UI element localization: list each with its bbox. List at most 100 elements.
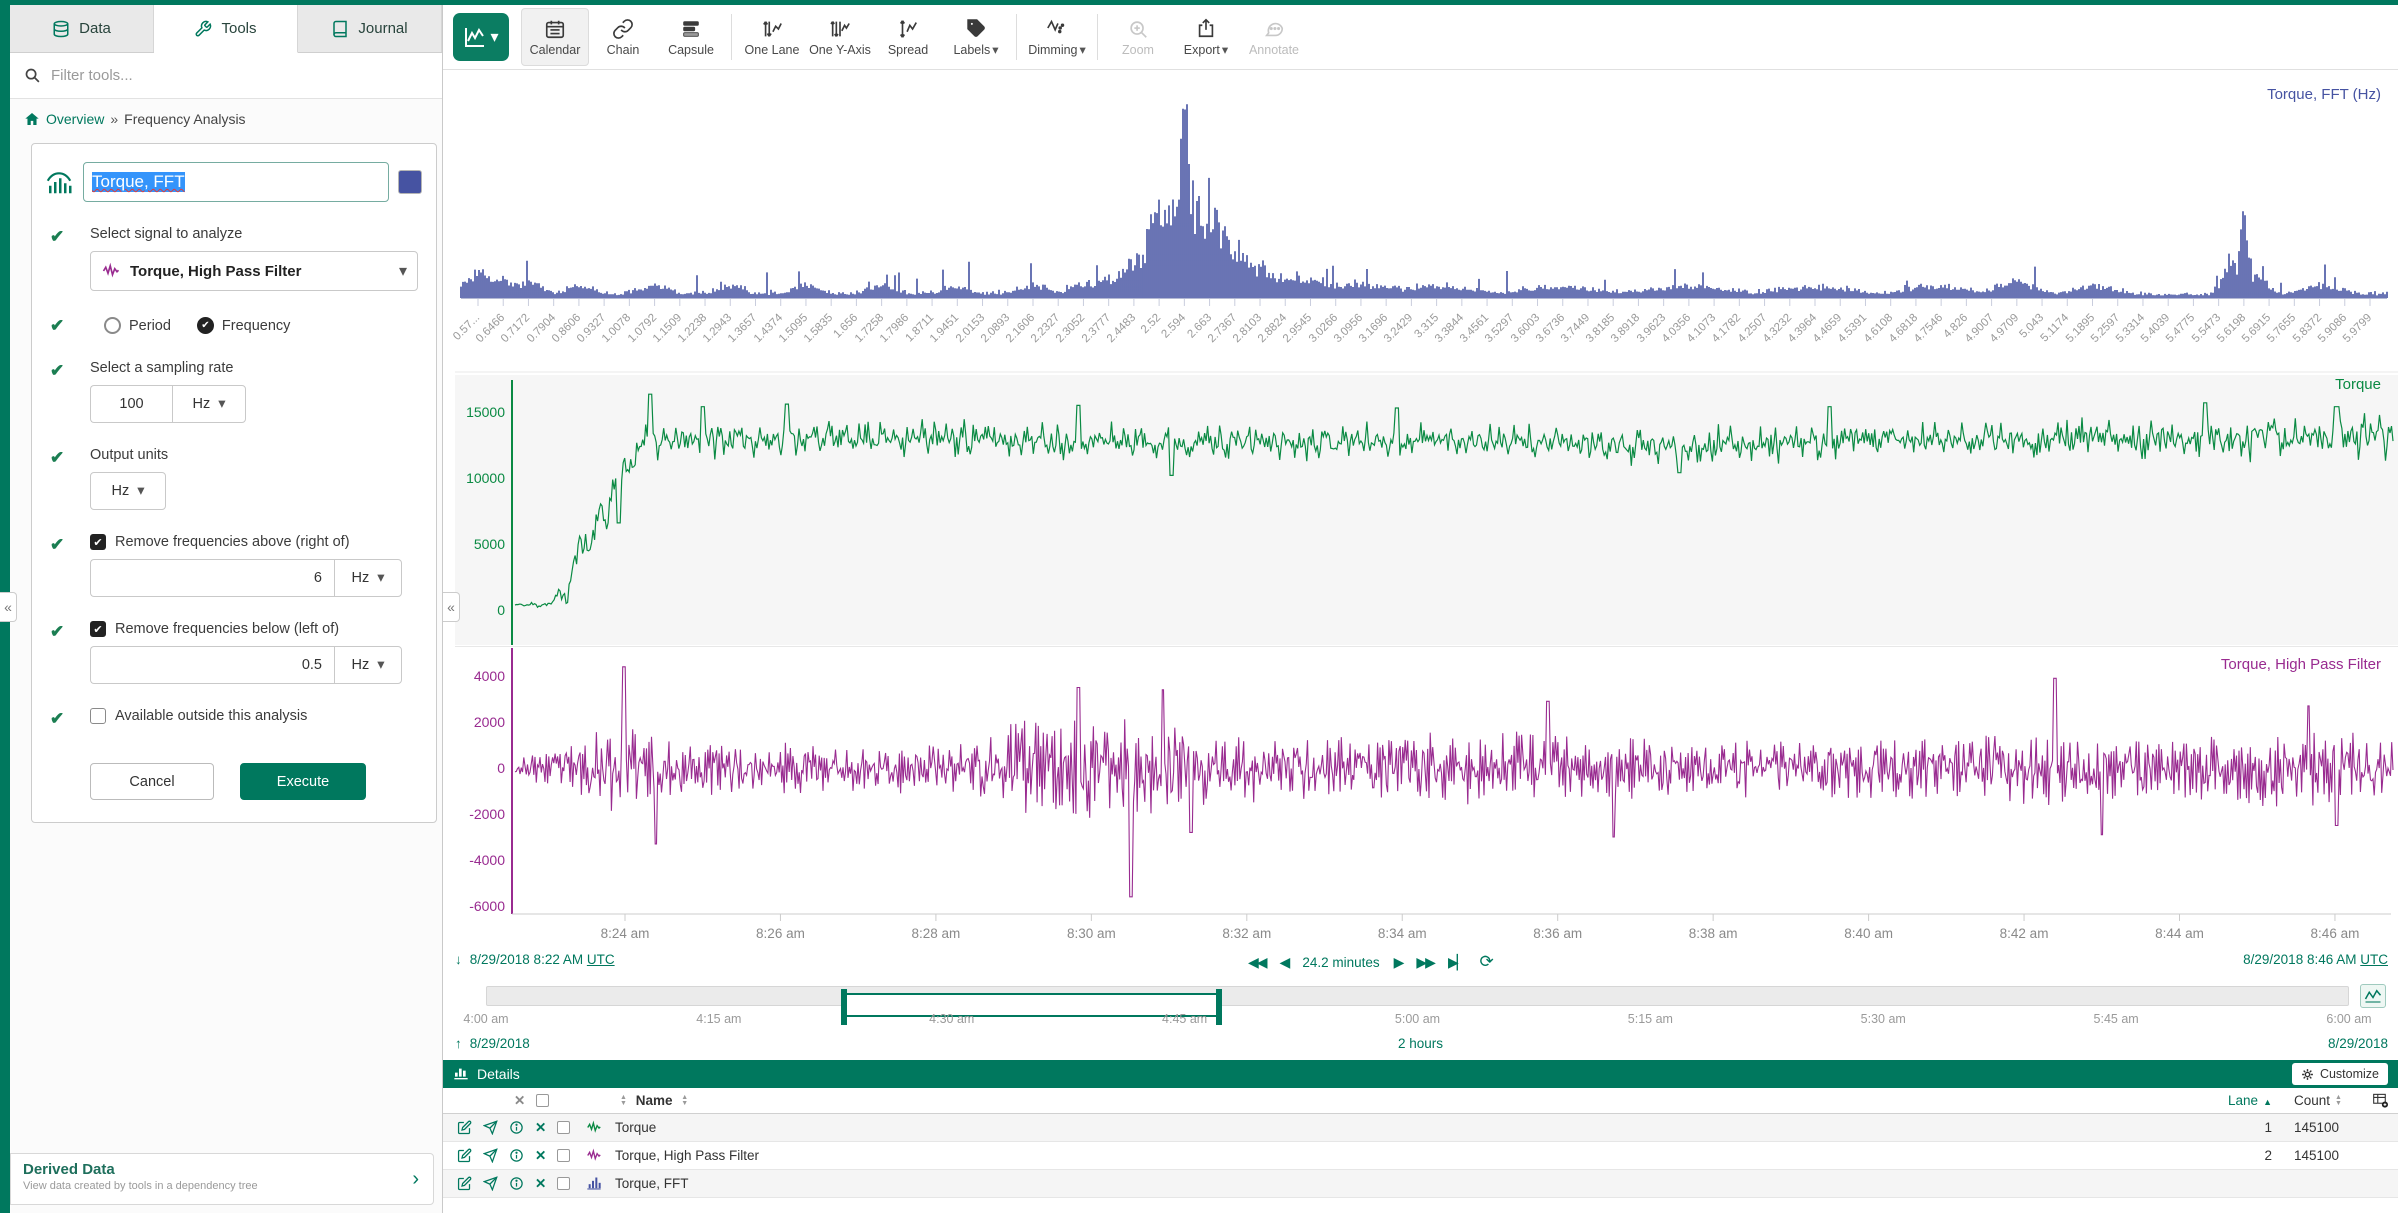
info-icon[interactable] bbox=[509, 1176, 524, 1191]
available-outside-checkbox[interactable] bbox=[90, 708, 106, 724]
tab-journal[interactable]: Journal bbox=[298, 5, 442, 52]
sampling-unit-dropdown[interactable]: Hz bbox=[172, 385, 246, 423]
sort-icon[interactable]: ▲ ▼ bbox=[681, 1094, 689, 1108]
edit-icon[interactable] bbox=[457, 1176, 472, 1191]
remove-below-unit-dropdown[interactable]: Hz bbox=[334, 646, 402, 684]
sort-ascending-icon[interactable]: ▲ bbox=[2263, 1097, 2272, 1107]
toolbar-spread-button[interactable]: Spread bbox=[874, 8, 942, 66]
table-row-torque-hpf[interactable]: Torque, High Pass Filter 2 145100 bbox=[443, 1142, 2398, 1170]
signal-select-dropdown[interactable]: Torque, High Pass Filter bbox=[90, 251, 418, 291]
remove-below-checkbox[interactable] bbox=[90, 621, 106, 637]
customize-button[interactable]: Customize bbox=[2291, 1063, 2388, 1085]
svg-text:2000: 2000 bbox=[474, 714, 505, 730]
toolbar-capsule-button[interactable]: Capsule bbox=[657, 8, 725, 66]
auto-update-button[interactable] bbox=[2360, 984, 2386, 1008]
toolbar-dimming-button[interactable]: Dimming bbox=[1023, 8, 1091, 66]
scrubber-track[interactable] bbox=[486, 986, 2349, 1025]
send-icon[interactable] bbox=[483, 1120, 498, 1135]
send-icon[interactable] bbox=[483, 1176, 498, 1191]
trend-chart-area[interactable]: 15000 10000 5000 0 4000 2000 0 -2000 -4000 -6000 8… bbox=[443, 70, 2398, 948]
remove-all-icon[interactable] bbox=[514, 1093, 525, 1109]
range-start-link[interactable]: 8/29/2018 8:22 AM UTC bbox=[470, 952, 615, 967]
result-name-input[interactable]: Torque, FFT bbox=[83, 162, 389, 202]
remove-icon[interactable] bbox=[535, 1176, 546, 1192]
sampling-rate-input[interactable]: 100 bbox=[90, 385, 172, 423]
toolbar-capsule-label: Capsule bbox=[668, 42, 714, 57]
toolbar-annotate-button[interactable]: Annotate bbox=[1240, 8, 1308, 66]
count-column-header[interactable]: Count bbox=[2294, 1093, 2331, 1108]
table-row-torque[interactable]: Torque 1 145100 bbox=[443, 1114, 2398, 1142]
view-mode-dropdown-button[interactable] bbox=[453, 13, 509, 61]
remove-above-unit-dropdown[interactable]: Hz bbox=[334, 559, 402, 597]
filter-tools-input[interactable] bbox=[51, 67, 428, 84]
svg-text:8:34 am: 8:34 am bbox=[1378, 926, 1427, 941]
step-check-icon bbox=[50, 448, 64, 467]
cancel-button[interactable]: Cancel bbox=[90, 763, 214, 800]
edit-icon[interactable] bbox=[457, 1148, 472, 1163]
investigate-end-date[interactable]: 8/29/2018 bbox=[2327, 1036, 2388, 1051]
color-swatch-button[interactable] bbox=[398, 170, 422, 194]
scrubber-selection[interactable] bbox=[841, 989, 1222, 1025]
add-column-icon[interactable] bbox=[2372, 1093, 2389, 1108]
collapse-left-panel-button[interactable] bbox=[0, 592, 17, 622]
toolbar-one-y-axis-button[interactable]: One Y-Axis bbox=[806, 8, 874, 66]
investigate-start-date[interactable]: 8/29/2018 bbox=[469, 1036, 530, 1051]
sort-icon[interactable]: ▲ ▼ bbox=[2335, 1094, 2342, 1108]
row-checkbox[interactable] bbox=[557, 1177, 571, 1190]
scrubber-right-handle[interactable] bbox=[1216, 989, 1222, 1025]
svg-text:8:24 am: 8:24 am bbox=[601, 926, 650, 941]
chevron-down-icon bbox=[992, 42, 998, 57]
step-forward-half-button[interactable] bbox=[1394, 954, 1403, 971]
range-end-link[interactable]: 8/29/2018 8:46 AM UTC bbox=[2243, 952, 2388, 967]
info-icon[interactable] bbox=[509, 1120, 524, 1135]
step-check-icon bbox=[50, 227, 64, 246]
lane-column-header[interactable]: Lane bbox=[2228, 1093, 2259, 1108]
row-checkbox[interactable] bbox=[557, 1149, 571, 1162]
remove-below-input[interactable]: 0.5 bbox=[90, 646, 334, 684]
remove-above-checkbox[interactable] bbox=[90, 534, 106, 550]
tab-data[interactable]: Data bbox=[10, 5, 154, 52]
sort-icon[interactable]: ▲ ▼ bbox=[620, 1094, 627, 1108]
info-icon[interactable] bbox=[509, 1148, 524, 1163]
row-checkbox[interactable] bbox=[557, 1121, 571, 1134]
remove-above-input[interactable]: 6 bbox=[90, 559, 334, 597]
period-radio[interactable]: Period bbox=[104, 317, 171, 334]
toolbar-chain-button[interactable]: Chain bbox=[589, 8, 657, 66]
execute-button[interactable]: Execute bbox=[240, 763, 366, 800]
row-name[interactable]: Torque bbox=[615, 1120, 657, 1135]
select-all-checkbox[interactable] bbox=[536, 1094, 550, 1107]
toolbar-export-button[interactable]: Export bbox=[1172, 8, 1240, 66]
svg-text:8:38 am: 8:38 am bbox=[1689, 926, 1738, 941]
name-column-header[interactable]: Name bbox=[635, 1093, 673, 1108]
step-to-end-button[interactable] bbox=[1448, 954, 1466, 971]
tab-tools[interactable]: Tools bbox=[154, 5, 298, 53]
step-back-half-button[interactable] bbox=[1280, 954, 1289, 971]
investigate-duration[interactable]: 2 hours bbox=[1397, 1036, 1444, 1051]
scrubber-left-handle[interactable] bbox=[841, 989, 847, 1025]
chevron-down-icon bbox=[490, 27, 498, 47]
breadcrumb-overview-link[interactable]: Overview bbox=[46, 111, 105, 127]
range-duration[interactable]: 24.2 minutes bbox=[1302, 954, 1380, 970]
remove-icon[interactable] bbox=[535, 1120, 546, 1136]
table-row-torque-fft[interactable]: Torque, FFT bbox=[443, 1170, 2398, 1198]
toolbar-calendar-button[interactable]: Calendar bbox=[521, 8, 589, 66]
svg-text:15000: 15000 bbox=[466, 404, 505, 420]
step-back-full-button[interactable] bbox=[1248, 954, 1266, 971]
chevron-down-icon bbox=[137, 483, 144, 499]
step-forward-full-button[interactable] bbox=[1416, 954, 1434, 971]
output-units-dropdown[interactable]: Hz bbox=[90, 472, 166, 510]
derived-data-panel[interactable]: Derived Data View data created by tools … bbox=[10, 1153, 434, 1205]
collapse-sidebar-button[interactable] bbox=[443, 592, 460, 622]
edit-icon[interactable] bbox=[457, 1120, 472, 1135]
toolbar-one-lane-button[interactable]: One Lane bbox=[738, 8, 806, 66]
send-icon[interactable] bbox=[483, 1148, 498, 1163]
toolbar-zoom-label: Zoom bbox=[1122, 42, 1154, 57]
row-name[interactable]: Torque, High Pass Filter bbox=[615, 1148, 760, 1163]
remove-icon[interactable] bbox=[535, 1148, 546, 1164]
toolbar-zoom-button[interactable]: Zoom bbox=[1104, 8, 1172, 66]
toolbar-labels-button[interactable]: Labels bbox=[942, 8, 1010, 66]
row-name[interactable]: Torque, FFT bbox=[615, 1176, 689, 1191]
refresh-icon[interactable] bbox=[1480, 952, 1494, 972]
frequency-radio[interactable]: Frequency bbox=[196, 317, 290, 334]
result-name-value: Torque, FFT bbox=[92, 172, 185, 192]
